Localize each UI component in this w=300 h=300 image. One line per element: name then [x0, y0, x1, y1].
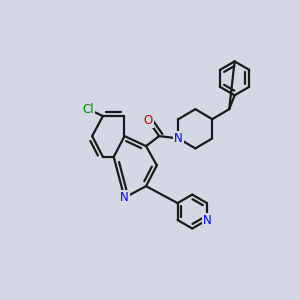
Text: O: O	[144, 114, 153, 127]
Text: Cl: Cl	[82, 103, 94, 116]
Text: N: N	[174, 132, 183, 145]
Text: N: N	[202, 214, 211, 226]
Text: N: N	[120, 191, 129, 204]
